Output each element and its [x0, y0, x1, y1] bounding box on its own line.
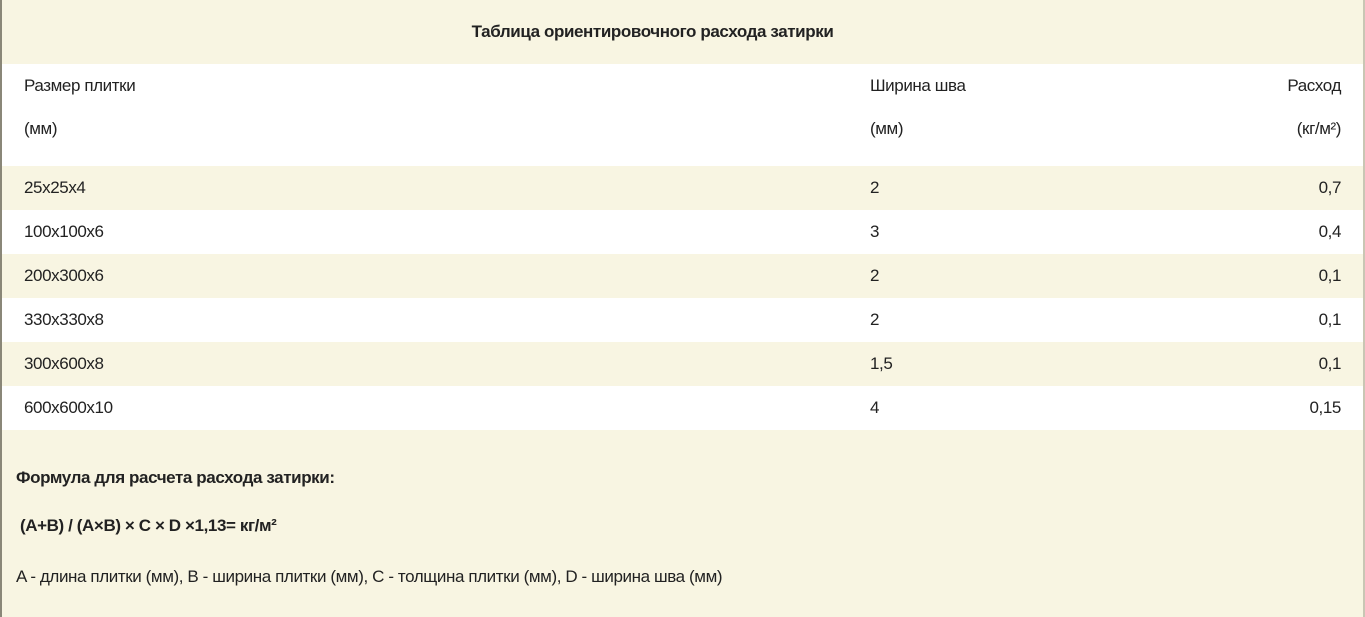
cell-consumption: 0,1	[1318, 266, 1342, 285]
cell-tile-size: 300x600x8	[24, 354, 104, 373]
table-row: 600x600x10 4 0,15	[2, 386, 1363, 430]
cell-tile-size: 330x330x8	[24, 310, 104, 329]
cell-joint-width: 4	[870, 398, 880, 417]
table-row: 100x100x6 3 0,4	[2, 210, 1363, 254]
header-tile-size-unit: (мм)	[24, 119, 58, 138]
cell-joint-width: 3	[870, 222, 880, 241]
table-row: 330x330x8 2 0,1	[2, 298, 1363, 342]
cell-joint-width: 1,5	[870, 354, 893, 373]
cell-consumption: 0,15	[1309, 398, 1342, 417]
header-joint-width: Ширина шва	[870, 76, 966, 95]
table-row: 200x300x6 2 0,1	[2, 254, 1363, 298]
cell-consumption: 0,1	[1318, 354, 1342, 373]
header-consumption-unit: (кг/м²)	[1296, 119, 1342, 138]
formula-legend: A - длина плитки (мм), B - ширина плитки…	[16, 567, 723, 586]
cell-tile-size: 200x300x6	[24, 266, 104, 285]
header-consumption: Расход	[1287, 76, 1341, 95]
cell-consumption: 0,1	[1318, 310, 1342, 329]
cell-tile-size: 600x600x10	[24, 398, 113, 417]
cell-joint-width: 2	[870, 266, 880, 285]
cell-tile-size: 25x25x4	[24, 178, 86, 197]
formula-expression: (A+B) / (A×B) × C × D ×1,13= кг/м²	[20, 516, 277, 535]
table-row: 25x25x4 2 0,7	[2, 166, 1363, 210]
cell-joint-width: 2	[870, 310, 880, 329]
table-row: 300x600x8 1,5 0,1	[2, 342, 1363, 386]
table-title: Таблица ориентировочного расхода затирки	[471, 22, 834, 41]
header-joint-width-unit: (мм)	[870, 119, 904, 138]
cell-joint-width: 2	[870, 178, 880, 197]
formula-title: Формула для расчета расхода затирки:	[16, 468, 335, 487]
table-body: 25x25x4 2 0,7 100x100x6 3 0,4 200x300x6 2 0,1 330…	[2, 166, 1363, 430]
cell-consumption: 0,7	[1318, 178, 1342, 197]
cell-tile-size: 100x100x6	[24, 222, 104, 241]
table-header: Размер плитки (мм) Ширина шва (мм) Расхо…	[2, 64, 1363, 166]
header-tile-size: Размер плитки	[24, 76, 136, 95]
cell-consumption: 0,4	[1318, 222, 1342, 241]
